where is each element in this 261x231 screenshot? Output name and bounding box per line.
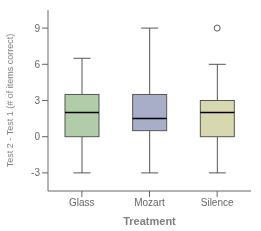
svg-text:Treatment: Treatment <box>123 215 176 227</box>
svg-text:Silence: Silence <box>201 197 234 208</box>
svg-text:Mozart: Mozart <box>134 197 165 208</box>
svg-text:-3: -3 <box>31 167 40 178</box>
svg-text:Glass: Glass <box>69 197 95 208</box>
svg-text:6: 6 <box>34 59 40 70</box>
svg-text:Test 2 - Test 1 (# of items co: Test 2 - Test 1 (# of items correct) <box>8 34 15 167</box>
svg-text:3: 3 <box>34 95 40 106</box>
svg-text:0: 0 <box>34 131 40 142</box>
svg-text:9: 9 <box>34 23 40 34</box>
